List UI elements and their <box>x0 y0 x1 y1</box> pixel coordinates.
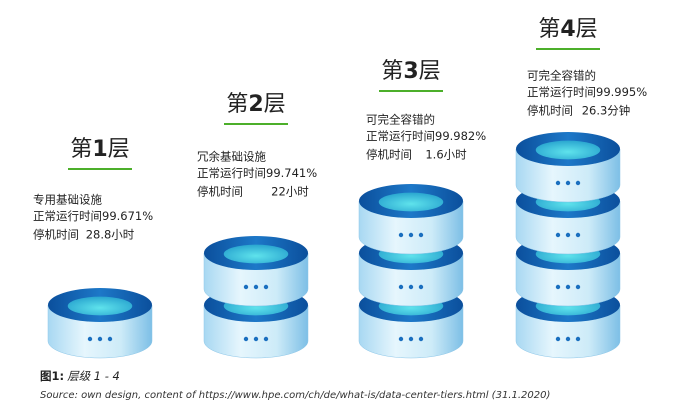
drum-dot <box>575 180 581 186</box>
drum-dot <box>253 336 259 342</box>
drum-dot <box>408 232 414 238</box>
drum-dot <box>97 336 103 342</box>
drum-dot <box>253 284 259 290</box>
drum-dot <box>565 336 571 342</box>
drum-dot <box>565 180 571 186</box>
drum-dot <box>398 336 404 342</box>
caption-label: 图1: <box>40 369 64 383</box>
tier-title: 第4层 <box>538 17 597 42</box>
tier-label: 专用基础设施 <box>33 193 102 207</box>
drum-dot <box>263 284 269 290</box>
drum <box>47 288 153 359</box>
title-suffix: 层 <box>576 17 598 42</box>
downtime-label: 停机时间 <box>527 104 573 118</box>
downtime-value: 26.3分钟 <box>582 104 631 118</box>
drum <box>203 288 309 359</box>
drum-dot <box>418 336 424 342</box>
uptime: 正常运行时间99.982% <box>366 129 486 143</box>
uptime-value: 99.671% <box>102 209 153 223</box>
drum-hole <box>535 140 601 160</box>
drum-dot <box>263 336 269 342</box>
uptime: 正常运行时间99.995% <box>527 85 647 99</box>
uptime-value: 99.741% <box>266 166 317 180</box>
drum-dot <box>555 336 561 342</box>
downtime-value: 28.8小时 <box>86 228 135 242</box>
uptime-label: 正常运行时间 <box>33 209 102 223</box>
caption: 图1: 层级 1 - 4 <box>40 369 120 383</box>
drum-dot <box>87 336 93 342</box>
title-number: 1 <box>92 137 107 162</box>
drum-dot <box>575 336 581 342</box>
drum-dot <box>418 284 424 290</box>
drum-dot <box>555 180 561 186</box>
tier-title: 第1层 <box>70 137 129 162</box>
title-number: 3 <box>403 59 418 84</box>
caption-text: 层级 1 - 4 <box>67 369 120 383</box>
title-number: 4 <box>560 17 575 42</box>
title-prefix: 第 <box>381 59 403 84</box>
downtime-label: 停机时间 <box>197 185 243 199</box>
uptime: 正常运行时间99.741% <box>197 166 317 180</box>
drum-dot <box>575 284 581 290</box>
downtime-label: 停机时间 <box>33 228 79 242</box>
drum-dot <box>418 232 424 238</box>
uptime-value: 99.982% <box>435 129 486 143</box>
drum-dot <box>243 336 249 342</box>
tier-label: 可完全容错的 <box>366 113 435 127</box>
drum-dot <box>575 232 581 238</box>
drum-dot <box>555 232 561 238</box>
title-number: 2 <box>248 92 263 117</box>
uptime: 正常运行时间99.671% <box>33 209 153 223</box>
title-prefix: 第 <box>70 137 92 162</box>
uptime-value: 99.995% <box>596 85 647 99</box>
title-prefix: 第 <box>538 17 560 42</box>
drum-dot <box>243 284 249 290</box>
title-suffix: 层 <box>108 137 130 162</box>
drum-dot <box>398 232 404 238</box>
uptime-label: 正常运行时间 <box>366 129 435 143</box>
tier-title: 第2层 <box>226 92 285 117</box>
drum-dot <box>408 284 414 290</box>
uptime-label: 正常运行时间 <box>197 166 266 180</box>
drum-hole <box>223 244 289 264</box>
drum-dot <box>107 336 113 342</box>
drum-dot <box>565 232 571 238</box>
drum-dot <box>555 284 561 290</box>
drum-dot <box>408 336 414 342</box>
tier-title: 第3层 <box>381 59 440 84</box>
drum-dot <box>565 284 571 290</box>
drum <box>358 184 464 255</box>
drums <box>47 132 621 359</box>
uptime-label: 正常运行时间 <box>527 85 596 99</box>
title-suffix: 层 <box>264 92 286 117</box>
title-prefix: 第 <box>226 92 248 117</box>
tier-label: 可完全容错的 <box>527 69 596 83</box>
downtime-value: 22小时 <box>271 185 309 199</box>
tier-label: 冗余基础设施 <box>197 150 266 164</box>
downtime-label: 停机时间 <box>366 148 412 162</box>
drum-hole <box>378 192 444 212</box>
title-suffix: 层 <box>419 59 441 84</box>
drum-dot <box>398 284 404 290</box>
source: Source: own design, content of https://w… <box>40 390 550 401</box>
drum <box>515 132 621 203</box>
drum-hole <box>67 296 133 316</box>
downtime-value: 1.6小时 <box>425 148 467 162</box>
drum <box>203 236 309 307</box>
